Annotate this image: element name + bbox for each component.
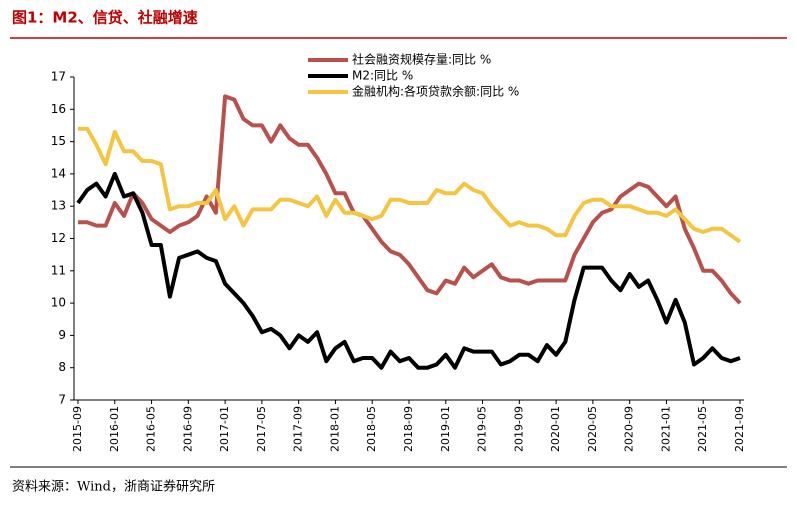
x-tick-label: 2017-09 [292,406,305,452]
x-tick-label: 2020-01 [549,406,562,452]
x-tick-label: 2018-01 [328,406,341,452]
x-tick-label: 2017-01 [218,406,231,452]
x-tick-label: 2015-09 [71,406,84,452]
x-tick-label: 2016-09 [181,406,194,452]
x-tick-label: 2016-01 [108,406,121,452]
y-tick-label: 12 [51,231,66,245]
x-tick-label: 2019-01 [439,406,452,452]
x-tick-label: 2021-05 [696,406,709,452]
x-tick-label: 2020-05 [586,406,599,452]
y-tick-label: 8 [58,360,66,374]
legend-label: 社会融资规模存量:同比 % [352,52,491,67]
x-tick-label: 2019-05 [476,406,489,452]
legend-label: 金融机构:各项贷款余额:同比 % [352,84,519,99]
series-line [78,126,742,244]
chart-title: 图1：M2、信贷、社融增速 [12,9,198,27]
x-tick-label: 2021-09 [733,406,746,452]
y-tick-label: 16 [51,102,66,116]
series-line [76,171,741,370]
y-tick-label: 14 [51,166,66,180]
x-tick-label: 2020-09 [623,406,636,452]
x-tick-label: 2017-05 [255,406,268,452]
source: 资料来源：Wind，浙商证券研究所 [12,479,215,495]
y-tick-label: 13 [51,199,66,213]
y-tick-label: 10 [51,296,66,310]
x-tick-label: 2018-05 [365,406,378,452]
x-tick-label: 2016-05 [145,406,158,452]
y-tick-label: 9 [58,328,66,342]
y-tick-label: 11 [51,263,66,277]
y-tick-label: 15 [51,134,66,148]
y-tick-label: 7 [58,393,66,407]
y-tick-label: 17 [51,70,66,84]
series-line [78,94,742,305]
x-tick-label: 2019-09 [512,406,525,452]
x-tick-label: 2021-01 [659,406,672,452]
legend-label: M2:同比 % [352,69,413,83]
x-tick-label: 2018-09 [402,406,415,452]
